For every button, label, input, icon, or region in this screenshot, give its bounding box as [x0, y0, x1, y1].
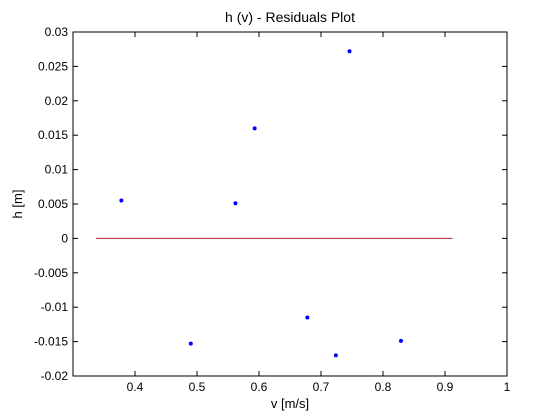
x-axis: 0.4 0.5 0.6 0.7 0.8 0.9 1 [127, 32, 511, 394]
y-tick-label: -0.02 [41, 369, 69, 383]
y-tick-label: 0.015 [38, 128, 68, 142]
residual-point [305, 315, 310, 320]
y-axis: -0.02 -0.015 -0.01 -0.005 0 0.005 0.01 0.015 0.0… [34, 25, 507, 383]
y-tick-label: 0.01 [45, 163, 69, 177]
x-tick-label: 0.6 [251, 380, 268, 394]
y-tick-label: -0.015 [34, 335, 68, 349]
x-tick-label: 1 [504, 380, 511, 394]
x-tick-label: 0.8 [375, 380, 392, 394]
x-tick-label: 0.7 [313, 380, 330, 394]
x-tick-label: 0.9 [437, 380, 454, 394]
y-tick-label: -0.01 [41, 300, 69, 314]
residual-point [398, 338, 403, 343]
y-tick-label: 0.02 [45, 94, 69, 108]
y-tick-label: 0.025 [38, 59, 68, 73]
y-tick-label: -0.005 [34, 266, 68, 280]
y-tick-label: 0 [61, 231, 68, 245]
y-tick-label: 0.03 [45, 25, 69, 39]
residual-point [188, 341, 193, 346]
x-tick-label: 0.4 [127, 380, 144, 394]
y-axis-title: h [m] [10, 190, 25, 219]
residual-point [333, 353, 338, 358]
chart-title: h (v) - Residuals Plot [225, 9, 355, 25]
residual-point [233, 201, 238, 206]
residual-point [119, 198, 124, 203]
plot-area [72, 31, 508, 377]
x-axis-title: v [m/s] [271, 396, 309, 411]
residual-point [347, 49, 352, 54]
residual-points [119, 49, 403, 358]
residual-point [252, 126, 257, 131]
x-tick-label: 0.5 [189, 380, 206, 394]
y-tick-label: 0.005 [38, 197, 68, 211]
